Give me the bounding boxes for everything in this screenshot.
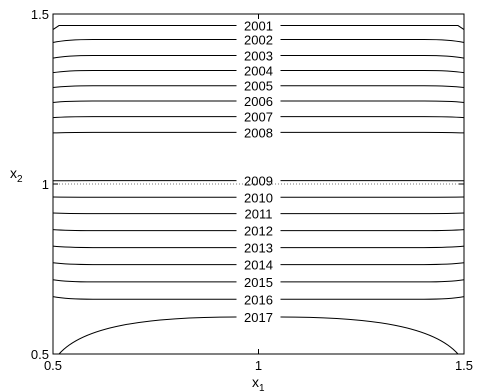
contour-line-2016-right [280, 296, 465, 300]
contour-label-2013: 2013 [244, 241, 273, 256]
y-tick-label-1: 1 [42, 177, 49, 192]
contour-line-2006-left [52, 100, 237, 103]
contour-label-2011: 2011 [245, 207, 273, 222]
contour-line-2004-right [280, 69, 465, 74]
contour-line-2014-right [280, 262, 465, 266]
contour-label-2002: 2002 [244, 33, 273, 48]
contour-line-2016-left [52, 296, 237, 300]
contour-label-2001: 2001 [244, 19, 273, 34]
contour-line-2013-right [280, 245, 465, 249]
contour-line-2015-right [280, 279, 465, 283]
contour-label-2014: 2014 [244, 258, 273, 273]
contour-line-2012-right [280, 229, 465, 232]
x-tick-label-0: 0.5 [44, 358, 62, 373]
contour-label-2009: 2009 [244, 174, 273, 189]
contour-line-2013-left [52, 245, 237, 249]
contour-line-2014-left [52, 262, 237, 266]
contour-line-2008-right [280, 131, 465, 134]
contour-line-2011-left [52, 212, 237, 215]
contour-line-2017-right [280, 316, 459, 355]
contour-label-2008: 2008 [244, 125, 273, 140]
contour-line-2008-left [52, 131, 237, 134]
contour-line-2011-right [280, 212, 465, 215]
contour-line-2001-right [280, 25, 465, 30]
contour-line-2002-left [52, 39, 237, 43]
contour-line-2006-right [280, 100, 465, 103]
contour-line-2005-left [52, 85, 237, 89]
contour-line-2012-left [52, 229, 237, 232]
contour-line-2007-right [280, 116, 465, 119]
x-tick-label-1: 1 [255, 358, 262, 373]
x-axis-title: x1 [252, 374, 265, 392]
contour-line-2003-left [52, 54, 237, 59]
axis-ticks: 0.5 1 1.5 0.5 1 1.5 [31, 7, 473, 373]
contour-line-2002-right [280, 39, 465, 43]
contour-label-2006: 2006 [244, 94, 273, 109]
contour-line-2003-right [280, 54, 465, 59]
contour-label-2015: 2015 [244, 275, 273, 290]
y-tick-label-0: 0.5 [31, 347, 49, 362]
contour-line-2004-left [52, 69, 237, 74]
contour-line-2007-left [52, 116, 237, 119]
contour-line-2015-left [52, 279, 237, 283]
contour-label-2003: 2003 [244, 48, 273, 63]
y-axis-title: x2 [10, 165, 23, 185]
contour-line-2017-left [58, 316, 237, 355]
x-tick-label-2: 1.5 [455, 358, 473, 373]
contour-line-2005-right [280, 85, 465, 89]
contour-label-2007: 2007 [244, 110, 273, 125]
y-tick-label-2: 1.5 [31, 7, 49, 22]
contour-label-2005: 2005 [244, 79, 273, 94]
contour-label-2016: 2016 [244, 292, 273, 307]
contour-label-2010: 2010 [244, 190, 273, 205]
contour-label-2004: 2004 [244, 63, 273, 78]
contour-line-2001-left [52, 25, 237, 30]
contour-label-2017: 2017 [244, 310, 273, 325]
contour-label-2012: 2012 [244, 224, 273, 239]
